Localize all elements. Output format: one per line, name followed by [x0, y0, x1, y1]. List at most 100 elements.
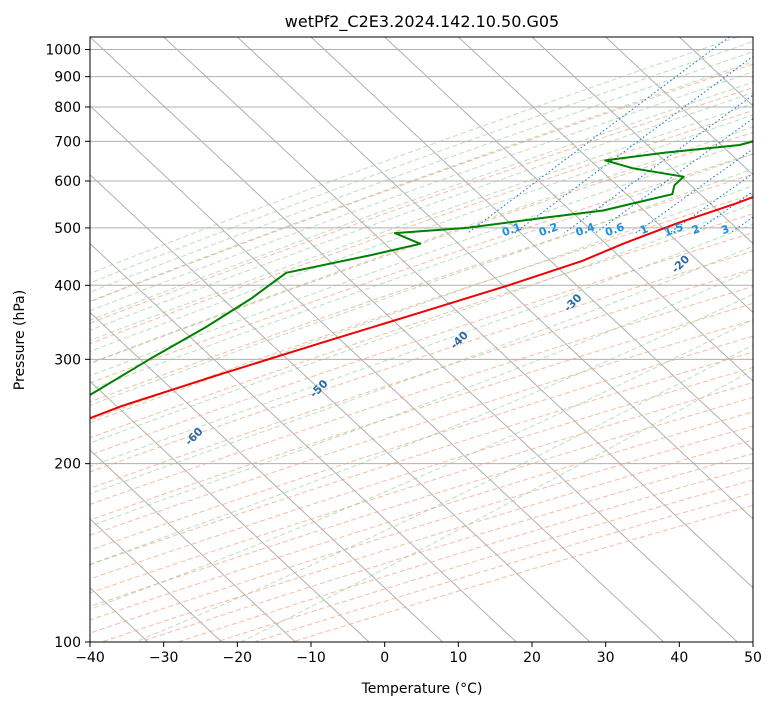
- isotherm-line: [90, 105, 665, 642]
- dry-adiabat: [90, 381, 753, 594]
- dry-adiabat-label: -30: [561, 291, 584, 314]
- moist-adiabat: [90, 185, 753, 424]
- dry-adiabat: [90, 285, 753, 505]
- mixing-ratio-label: 1: [638, 222, 650, 237]
- y-tick-label: 200: [54, 457, 81, 473]
- moist-adiabat: [90, 245, 753, 495]
- temperature-line: [90, 196, 753, 420]
- isotherm-line: [90, 174, 591, 642]
- mixing-ratio-label: 1.5: [662, 220, 685, 239]
- isotherm-line: [752, 37, 753, 38]
- mixing-ratio-line: [467, 37, 730, 234]
- moist-adiabat: [90, 223, 753, 467]
- y-tick-label: 1000: [45, 43, 81, 59]
- mixing-ratio-label: 0.1: [500, 220, 523, 239]
- moist-adiabat: [90, 319, 753, 610]
- moist-adiabat: [90, 61, 753, 302]
- x-tick-label: 40: [670, 650, 688, 666]
- mixing-ratio-line: [757, 37, 775, 233]
- mixing-ratio-line: [635, 148, 753, 234]
- dry-adiabat: [90, 302, 753, 521]
- y-tick-label: 900: [54, 70, 81, 86]
- moist-adiabat: [90, 126, 753, 364]
- moist-adiabat: [90, 102, 753, 342]
- x-axis-label: Temperature (°C): [361, 681, 483, 697]
- mixing-ratio-label: 3: [719, 222, 731, 237]
- y-tick-label: 300: [54, 352, 81, 368]
- dry-adiabat: [90, 109, 753, 345]
- x-tick-label: 30: [597, 650, 615, 666]
- isotherm-line: [90, 311, 444, 642]
- y-tick-label: 700: [54, 134, 81, 150]
- plot-border: [89, 36, 754, 643]
- grid-lines: [0, 37, 753, 642]
- dry-adiabat: [90, 193, 753, 421]
- mixing-ratio-label: 0.6: [603, 220, 626, 239]
- chart-title: wetPf2_C2E3.2024.142.10.50.G05: [285, 12, 559, 32]
- mixing-ratio-line: [514, 55, 753, 234]
- plot-frame: [89, 36, 754, 643]
- moist-adiabat: [90, 81, 753, 321]
- moist-adiabat: [90, 51, 753, 293]
- dry-adiabat: [90, 213, 753, 439]
- moist-adiabat: [240, 369, 753, 642]
- dry-adiabat: [90, 366, 753, 580]
- dry-adiabat: [90, 396, 753, 608]
- x-tick-label: −30: [149, 650, 179, 666]
- dry-adiabat: [90, 268, 753, 489]
- dry-adiabat: [90, 131, 753, 365]
- mixing-ratio-label: 0.2: [537, 220, 560, 239]
- moist-adiabat: [90, 168, 753, 406]
- axis-ticks: −40 −30 −20 −10 0 10 20 30 40 50 1000 900 800 700 600 5…: [45, 43, 762, 666]
- dry-adiabat: [90, 173, 753, 403]
- dry-adiabat: [90, 250, 753, 473]
- moist-adiabat: [90, 37, 738, 275]
- y-axis-label: Pressure (hPa): [12, 290, 28, 390]
- dewpoint-line: [90, 140, 753, 397]
- isotherm-line: [236, 37, 753, 520]
- mixing-ratio-label: 0.4: [574, 220, 597, 239]
- dry-adiabat: [90, 351, 753, 566]
- x-tick-label: 0: [380, 650, 389, 666]
- y-tick-label: 500: [54, 221, 81, 237]
- dry-adiabat: [90, 411, 753, 621]
- moist-adiabat: [90, 269, 753, 527]
- dry-adiabat: [90, 153, 753, 384]
- dry-adiabat: [215, 479, 753, 642]
- dry-adiabat: [90, 232, 753, 456]
- isotherm-line: [678, 37, 753, 107]
- isotherm-line: [531, 37, 753, 245]
- moist-adiabat: [90, 41, 753, 284]
- dry-adiabat: [90, 63, 753, 303]
- isotherm-line: [90, 242, 517, 642]
- moist-adiabat: [90, 71, 753, 312]
- adiabat-lines: [90, 37, 775, 642]
- x-tick-label: −10: [296, 650, 326, 666]
- moist-adiabat: [90, 293, 753, 565]
- isotherm-line: [90, 449, 296, 642]
- isotherm-line: [163, 37, 753, 589]
- dry-adiabat: [90, 87, 753, 324]
- x-tick-label: 10: [449, 650, 467, 666]
- y-tick-label: 400: [54, 278, 81, 294]
- moist-adiabat: [90, 203, 753, 444]
- isotherm-line: [90, 380, 370, 642]
- isotherm-line: [384, 37, 753, 382]
- x-tick-label: −40: [75, 650, 105, 666]
- dry-adiabat-label: -60: [182, 425, 205, 448]
- moist-adiabat: [90, 153, 753, 391]
- isotherm-line: [605, 37, 753, 176]
- mixing-ratio-label: 2: [690, 222, 702, 237]
- dry-adiabat: [90, 319, 753, 536]
- isotherm-line: [90, 518, 223, 642]
- sounding-series: [90, 140, 753, 420]
- isotherm-line: [457, 37, 753, 314]
- x-tick-label: −20: [223, 650, 253, 666]
- isotherm-line: [0, 37, 1, 642]
- y-tick-label: 600: [54, 174, 81, 190]
- dry-adiabat: [90, 335, 753, 551]
- x-tick-label: 20: [523, 650, 541, 666]
- y-tick-label: 800: [54, 100, 81, 116]
- y-tick-label: 100: [54, 635, 81, 651]
